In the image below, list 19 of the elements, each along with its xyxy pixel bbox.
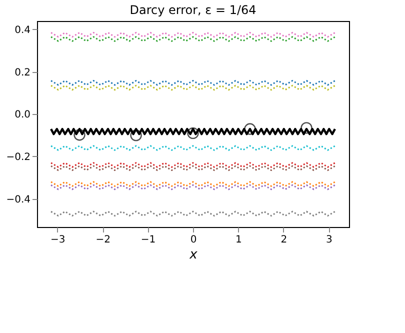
point (187, 127, 199, 140)
y-tick-label: −0.4 (6, 194, 30, 206)
point (130, 129, 142, 142)
x-tick-label: 0 (190, 234, 197, 246)
point (74, 129, 86, 141)
x-tick-label: −3 (50, 234, 66, 246)
x-tick-label: −1 (140, 234, 156, 246)
x-tick-label: 2 (280, 234, 288, 246)
point (244, 123, 256, 135)
chart-title: Darcy error, ε = 1/64 (130, 3, 256, 17)
x-tick-label: −2 (96, 234, 110, 246)
x-tick-label: 1 (236, 234, 242, 246)
y-tick-label: −0.2 (6, 152, 30, 163)
x-tick-label: 3 (326, 234, 332, 246)
x-axis-title: x (188, 248, 198, 262)
y-tick-label: 0.0 (14, 110, 30, 121)
point (300, 122, 312, 134)
y-tick-label: 0.2 (14, 67, 30, 78)
y-tick-label: 0.4 (14, 24, 30, 36)
